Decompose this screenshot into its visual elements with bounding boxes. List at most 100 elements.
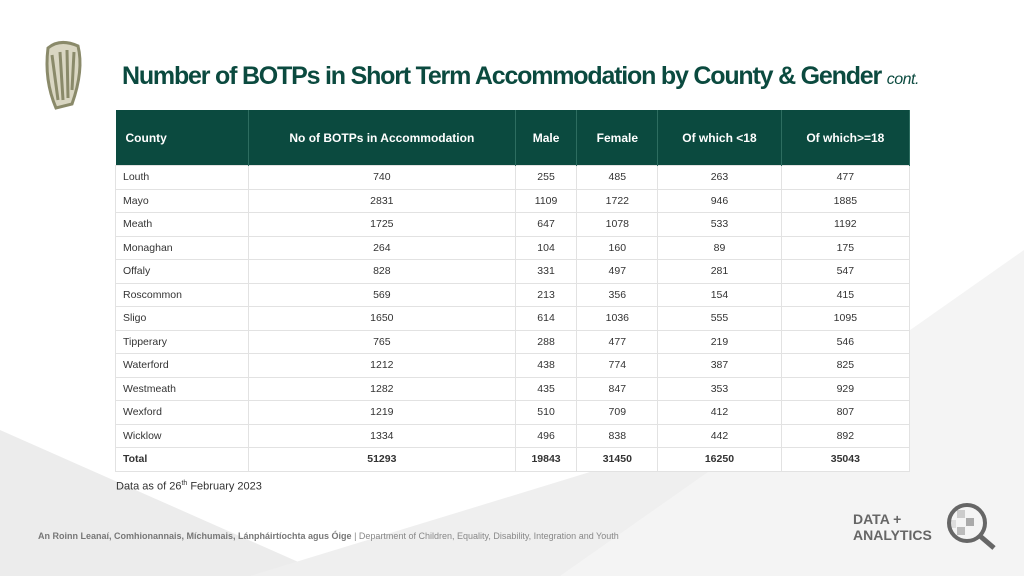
county-cell: Waterford <box>115 353 249 378</box>
table-row: Meath 1725 647 1078 533 1192 <box>115 212 911 237</box>
data-table: County No of BOTPs in Accommodation Male Fe… <box>115 110 911 472</box>
cell: 614 <box>514 306 578 331</box>
cell: 31450 <box>576 447 659 472</box>
cell: 1095 <box>780 306 911 331</box>
cell: 477 <box>576 329 659 354</box>
county-cell: Monaghan <box>115 235 249 260</box>
note-sup: th <box>181 480 188 487</box>
county-cell: Meath <box>115 212 249 237</box>
cell: 709 <box>576 400 659 425</box>
cell: 288 <box>514 329 578 354</box>
cell: 1036 <box>576 306 659 331</box>
county-cell: Sligo <box>115 306 249 331</box>
cell: 415 <box>780 282 911 307</box>
cell: 1192 <box>780 212 911 237</box>
harp-logo <box>45 41 82 110</box>
cell: 35043 <box>780 447 911 472</box>
county-cell: Mayo <box>115 188 249 213</box>
title: Number of BOTPs in Short Term Accommodat… <box>122 62 919 91</box>
table-row: Mayo 2831 1109 1722 946 1885 <box>115 188 911 213</box>
cell: 1722 <box>576 188 659 213</box>
cell: 154 <box>657 282 782 307</box>
footer-separator: | <box>354 531 357 541</box>
county-cell: Roscommon <box>115 282 249 307</box>
cell: 825 <box>780 353 911 378</box>
title-text: Number of BOTPs in Short Term Accommodat… <box>122 62 882 90</box>
county-cell: Wexford <box>115 400 249 425</box>
footer-english: Department of Children, Equality, Disabi… <box>358 531 619 541</box>
table-row: Tipperary 765 288 477 219 546 <box>115 329 911 354</box>
table-row: Roscommon 569 213 356 154 415 <box>115 282 911 307</box>
table-row: Wicklow 1334 496 838 442 892 <box>115 423 911 448</box>
footer: An Roinn Leanaí, Comhionannais, Míchumai… <box>38 531 619 541</box>
table-row: Waterford 1212 438 774 387 825 <box>115 353 911 378</box>
table-row: Wexford 1219 510 709 412 807 <box>115 400 911 425</box>
cell: 477 <box>780 165 911 190</box>
cell: 438 <box>514 353 578 378</box>
column-header: Of which>=18 <box>781 110 911 166</box>
county-cell: Westmeath <box>115 376 249 401</box>
cell: 838 <box>576 423 659 448</box>
table-row: Sligo 1650 614 1036 555 1095 <box>115 306 911 331</box>
cell: 485 <box>576 165 659 190</box>
footer-irish: An Roinn Leanaí, Comhionannais, Míchumai… <box>38 531 352 541</box>
cell: 892 <box>780 423 911 448</box>
cell: 765 <box>248 329 516 354</box>
cell: 263 <box>657 165 782 190</box>
cell: 104 <box>514 235 578 260</box>
cell: 89 <box>657 235 782 260</box>
cell: 213 <box>514 282 578 307</box>
cell: 175 <box>780 235 911 260</box>
table-row: Offaly 828 331 497 281 547 <box>115 259 911 284</box>
cell: 1109 <box>514 188 578 213</box>
cell: 442 <box>657 423 782 448</box>
cell: 647 <box>514 212 578 237</box>
cell: 1282 <box>248 376 516 401</box>
cell: 533 <box>657 212 782 237</box>
cell: 51293 <box>248 447 516 472</box>
cell: 555 <box>657 306 782 331</box>
column-header: Female <box>576 110 659 166</box>
table-row: Total 51293 19843 31450 16250 35043 <box>115 447 911 472</box>
county-cell: Total <box>115 447 249 472</box>
title-suffix: cont. <box>886 71 920 88</box>
table-row: Monaghan 264 104 160 89 175 <box>115 235 911 260</box>
note-text: Data as of 26 <box>116 480 182 493</box>
cell: 1650 <box>248 306 516 331</box>
cell: 1078 <box>576 212 659 237</box>
logo-line: DATA + <box>853 511 902 527</box>
cell: 497 <box>576 259 659 284</box>
table-row: Westmeath 1282 435 847 353 929 <box>115 376 911 401</box>
cell: 496 <box>514 423 578 448</box>
cell: 946 <box>657 188 782 213</box>
county-cell: Wicklow <box>115 423 249 448</box>
cell: 546 <box>780 329 911 354</box>
cell: 1725 <box>248 212 516 237</box>
column-header: No of BOTPs in Accommodation <box>248 110 516 166</box>
logo-line: ANALYTICS <box>853 527 932 543</box>
cell: 828 <box>248 259 516 284</box>
cell: 547 <box>780 259 911 284</box>
data-note: Data as of 26th February 2023 <box>116 480 262 493</box>
cell: 569 <box>248 282 516 307</box>
cell: 353 <box>657 376 782 401</box>
cell: 774 <box>576 353 659 378</box>
cell: 1334 <box>248 423 516 448</box>
cell: 435 <box>514 376 578 401</box>
note-text: February 2023 <box>187 480 262 493</box>
cell: 1219 <box>248 400 516 425</box>
cell: 255 <box>514 165 578 190</box>
magnifier-icon <box>947 503 996 550</box>
cell: 1212 <box>248 353 516 378</box>
cell: 807 <box>780 400 911 425</box>
cell: 264 <box>248 235 516 260</box>
cell: 331 <box>514 259 578 284</box>
cell: 160 <box>576 235 659 260</box>
cell: 16250 <box>657 447 782 472</box>
column-header: Male <box>515 110 578 166</box>
cell: 847 <box>576 376 659 401</box>
county-cell: Offaly <box>115 259 249 284</box>
cell: 412 <box>657 400 782 425</box>
cell: 510 <box>514 400 578 425</box>
